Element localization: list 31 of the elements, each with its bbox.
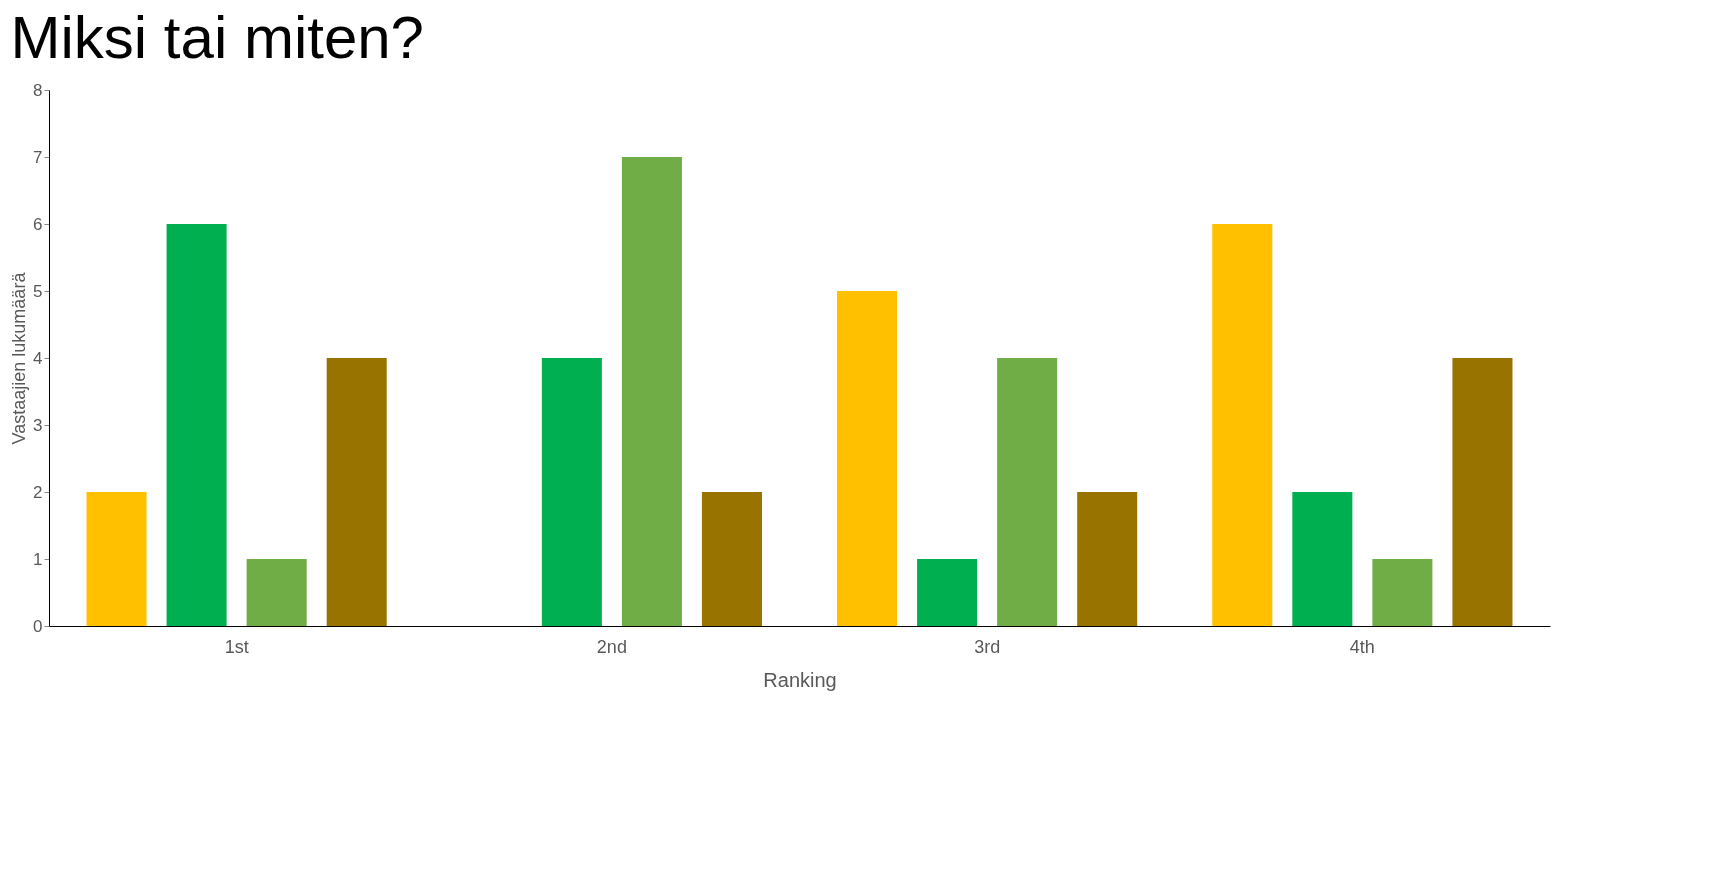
bar xyxy=(1452,358,1513,626)
x-axis-title: Ranking xyxy=(763,668,837,691)
bar xyxy=(1212,224,1273,626)
x-tick-label: 1st xyxy=(224,636,249,657)
bar xyxy=(917,559,978,626)
x-tick-label: 3rd xyxy=(974,636,1001,657)
bar xyxy=(837,291,898,626)
y-tick-label: 8 xyxy=(33,80,43,100)
y-tick-label: 4 xyxy=(33,348,43,368)
y-tick-label: 1 xyxy=(33,549,43,569)
bar xyxy=(541,358,602,626)
bar xyxy=(701,492,762,626)
bar xyxy=(1372,559,1433,626)
y-axis-title: Vastaajien lukumäärä xyxy=(9,271,30,445)
x-tick-label: 4th xyxy=(1349,636,1375,657)
bar xyxy=(621,157,682,626)
bar xyxy=(246,559,307,626)
y-tick-label: 0 xyxy=(33,616,43,636)
y-tick-label: 5 xyxy=(33,281,43,301)
bar xyxy=(1077,492,1138,626)
bar xyxy=(997,358,1058,626)
bar xyxy=(86,492,147,626)
y-tick-label: 2 xyxy=(33,482,43,502)
x-tick-label: 2nd xyxy=(596,636,627,657)
y-tick-label: 7 xyxy=(33,147,43,167)
chart-title: Miksi tai miten? xyxy=(10,4,424,71)
y-tick-label: 3 xyxy=(33,415,43,435)
bar xyxy=(326,358,387,626)
y-tick-label: 6 xyxy=(33,214,43,234)
bar xyxy=(166,224,227,626)
bar xyxy=(1292,492,1353,626)
